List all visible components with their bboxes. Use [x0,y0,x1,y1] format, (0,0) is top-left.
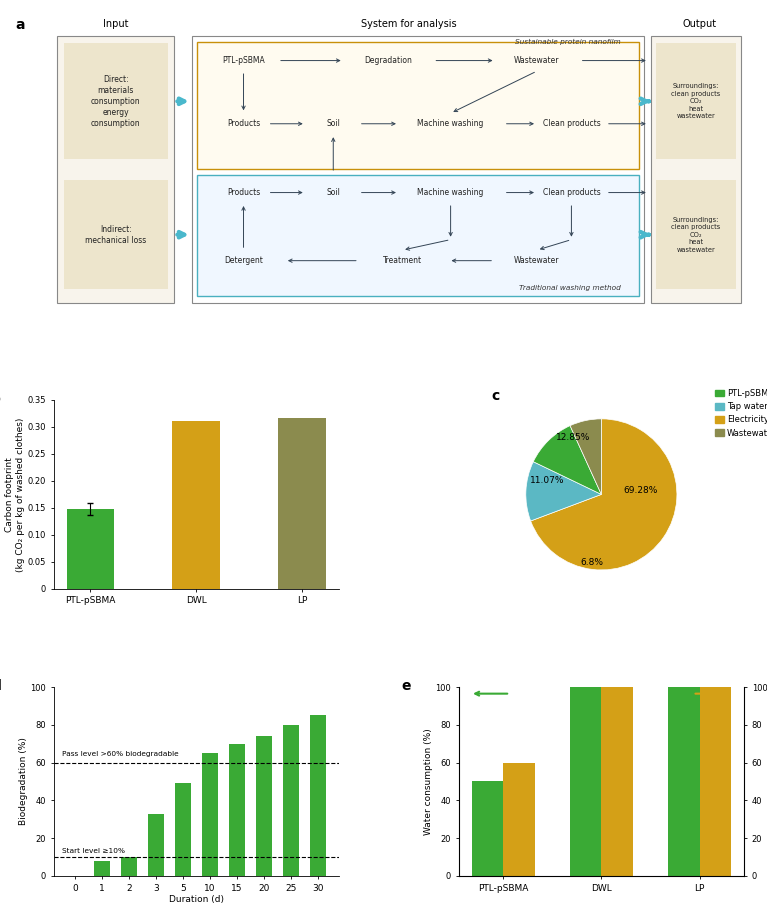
Text: b: b [0,393,1,407]
Bar [656,43,736,159]
Text: 11.07%: 11.07% [530,477,565,485]
Wedge shape [570,419,601,494]
Text: e: e [402,680,411,693]
Bar [503,762,535,876]
Text: d: d [0,680,1,693]
Text: Indirect:
mechanical loss: Indirect: mechanical loss [85,225,146,244]
Text: Machine washing: Machine washing [417,119,484,128]
Text: PTL-pSBMA: PTL-pSBMA [222,56,265,65]
Text: Surroundings:
clean products
CO₂
heat
wastewater: Surroundings: clean products CO₂ heat wa… [671,217,720,253]
Bar [650,36,741,302]
Bar [197,175,639,296]
Wedge shape [533,426,601,494]
Bar [197,41,639,170]
Bar [570,687,601,876]
Legend: PTL-pSBMA, Tap water, Electricity, Wastewater: PTL-pSBMA, Tap water, Electricity, Waste… [715,389,767,438]
Bar [192,36,644,302]
Text: Detergent: Detergent [224,256,263,266]
Bar [668,687,700,876]
Text: 6.8%: 6.8% [581,558,604,567]
Bar [58,36,175,302]
Text: Degradation: Degradation [364,56,413,65]
Bar [173,421,220,589]
Bar [601,687,633,876]
Y-axis label: Biodegradation (%): Biodegradation (%) [18,738,28,825]
Text: Start level ≥10%: Start level ≥10% [62,848,125,855]
Bar [94,861,110,876]
Bar [229,744,245,876]
Bar [148,813,164,876]
Bar [64,43,167,159]
Text: Output: Output [682,18,716,29]
Wedge shape [531,419,677,570]
Y-axis label: Water consumption (%): Water consumption (%) [423,728,433,834]
Text: Sustainable protein nanofilm: Sustainable protein nanofilm [515,39,621,44]
Wedge shape [526,462,601,521]
Text: 69.28%: 69.28% [624,486,658,495]
Bar [283,725,299,876]
Bar [278,419,326,589]
Bar [175,784,191,876]
Y-axis label: Carbon footprint
(kg CO₂ per kg of washed clothes): Carbon footprint (kg CO₂ per kg of washe… [5,418,25,572]
Text: Soil: Soil [326,119,341,128]
Text: Pass level >60% biodegradable: Pass level >60% biodegradable [62,751,179,757]
Text: Treatment: Treatment [383,256,422,266]
Text: Traditional washing method: Traditional washing method [519,285,621,291]
Bar [656,180,736,289]
Text: 12.85%: 12.85% [555,433,590,443]
Text: c: c [492,389,500,403]
Bar [64,180,167,289]
X-axis label: Duration (d): Duration (d) [169,895,224,904]
Bar [202,753,218,876]
Bar [67,509,114,589]
Text: Soil: Soil [326,188,341,197]
Text: Input: Input [103,18,129,29]
Bar [472,782,503,876]
Text: Wastewater: Wastewater [514,256,560,266]
Bar [310,715,326,876]
Text: Clean products: Clean products [542,188,601,197]
Text: Machine washing: Machine washing [417,188,484,197]
Text: Products: Products [227,119,260,128]
Bar [255,736,272,876]
Text: a: a [16,18,25,32]
Text: Wastewater: Wastewater [514,56,560,65]
Text: System for analysis: System for analysis [361,18,457,29]
Bar [700,687,731,876]
Bar [120,857,137,876]
Text: Surroundings:
clean products
CO₂
heat
wastewater: Surroundings: clean products CO₂ heat wa… [671,83,720,119]
Text: Direct:
materials
consumption
energy
consumption: Direct: materials consumption energy con… [91,75,140,128]
Text: Clean products: Clean products [542,119,601,128]
Text: Products: Products [227,188,260,197]
